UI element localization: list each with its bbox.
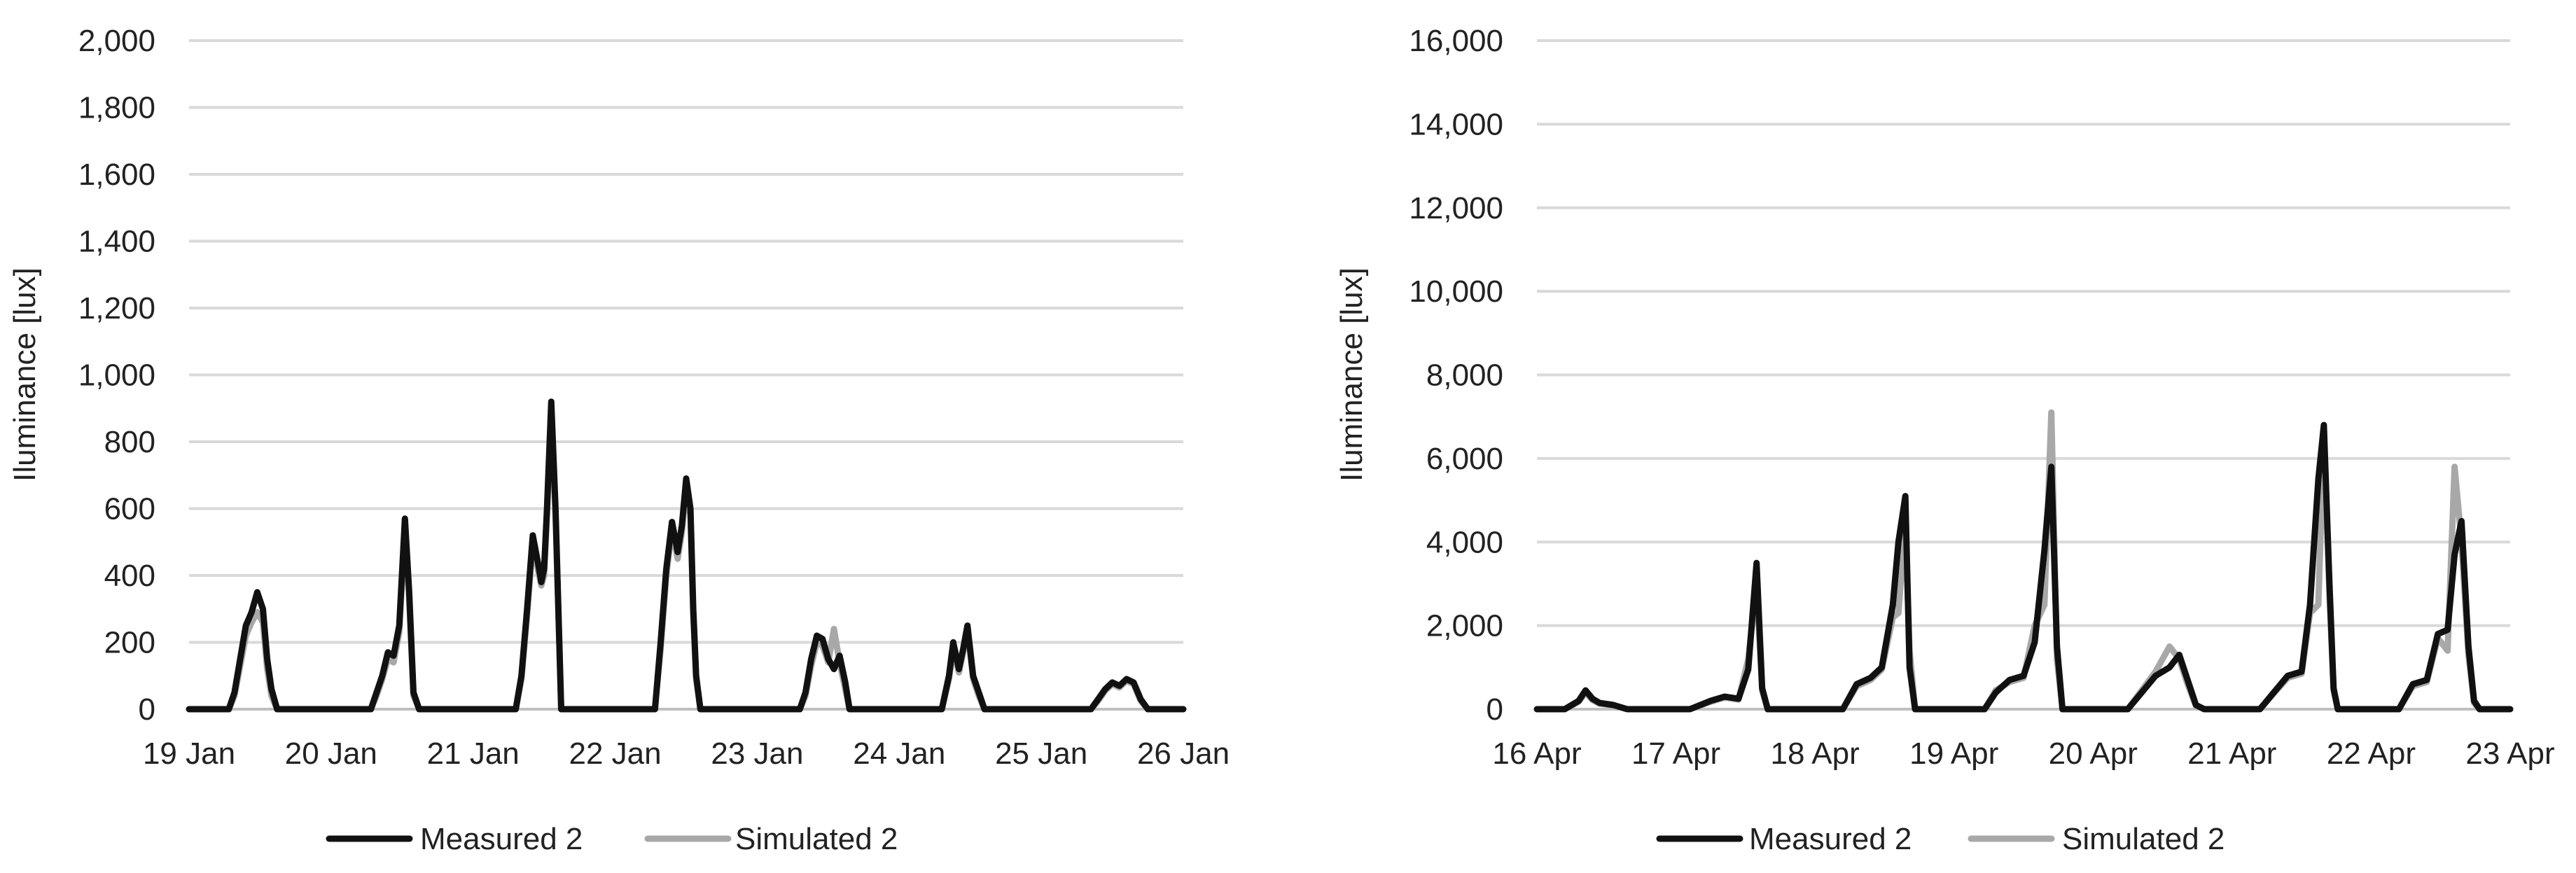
y-tick-label: 8,000: [1426, 358, 1503, 393]
y-tick-label: 1,000: [78, 358, 155, 393]
y-tick-label: 6,000: [1426, 442, 1503, 476]
x-tick-label: 25 Jan: [995, 736, 1087, 771]
y-tick-label: 1,200: [78, 291, 155, 326]
y-axis-title: Iluminance [lux]: [1335, 267, 1369, 482]
x-tick-label: 18 Apr: [1771, 736, 1860, 771]
x-tick-label: 20 Jan: [285, 736, 377, 771]
x-tick-label: 23 Jan: [711, 736, 803, 771]
x-tick-label: 23 Apr: [2465, 736, 2554, 771]
legend-label-simulated: Simulated 2: [2062, 822, 2225, 856]
y-tick-label: 14,000: [1409, 107, 1503, 141]
x-tick-label: 21 Apr: [2187, 736, 2276, 771]
y-axis-title: Iluminance [lux]: [8, 267, 42, 482]
series-line-simulated: [1533, 409, 2514, 713]
y-tick-label: 1,800: [78, 91, 155, 125]
x-tick-label: 19 Apr: [1909, 736, 1998, 771]
y-tick-label: 200: [104, 626, 155, 660]
series-line-simulated: [186, 412, 1187, 713]
y-tick-label: 2,000: [78, 24, 155, 58]
x-tick-label: 22 Apr: [2327, 736, 2416, 771]
series-line-measured: [186, 398, 1187, 713]
y-tick-label: 4,000: [1426, 525, 1503, 559]
y-tick-label: 0: [139, 692, 155, 727]
y-tick-label: 1,400: [78, 225, 155, 259]
series-line-measured: [1533, 421, 2514, 713]
y-tick-label: 800: [104, 425, 155, 459]
legend-label-simulated: Simulated 2: [735, 822, 898, 856]
x-tick-label: 24 Jan: [853, 736, 945, 771]
x-tick-label: 20 Apr: [2049, 736, 2138, 771]
x-tick-label: 19 Jan: [143, 736, 235, 771]
legend: Measured 2 Simulated 2: [1656, 822, 2225, 856]
y-tick-label: 12,000: [1409, 191, 1503, 225]
y-tick-label: 0: [1487, 692, 1503, 727]
chart-right: Iluminance [lux] 0 2,000 4,000 6,000 8,000 10…: [1335, 24, 2555, 856]
chart-left: Iluminance [lux] 0 200 400 600 800 1,000 1,200…: [8, 24, 1230, 856]
y-tick-label: 10,000: [1409, 274, 1503, 309]
y-tick-label: 400: [104, 559, 155, 593]
legend: Measured 2 Simulated 2: [326, 822, 898, 856]
y-tick-label: 2,000: [1426, 609, 1503, 643]
legend-label-measured: Measured 2: [1749, 822, 1912, 856]
x-tick-label: 26 Jan: [1137, 736, 1230, 771]
x-tick-label: 16 Apr: [1492, 736, 1581, 771]
y-tick-label: 16,000: [1409, 24, 1503, 58]
x-tick-label: 17 Apr: [1631, 736, 1720, 771]
x-tick-label: 21 Jan: [427, 736, 520, 771]
y-tick-label: 600: [104, 492, 155, 526]
x-tick-label: 22 Jan: [569, 736, 662, 771]
legend-label-measured: Measured 2: [420, 822, 583, 856]
y-tick-label: 1,600: [78, 158, 155, 192]
